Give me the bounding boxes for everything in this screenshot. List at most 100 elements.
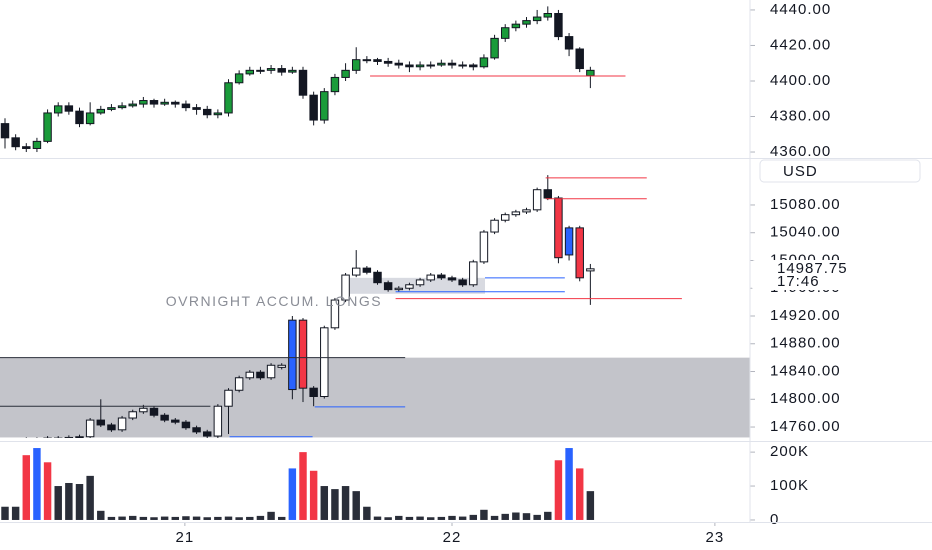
candle-body (213, 405, 223, 437)
candle-body (415, 279, 425, 286)
candle-body (234, 73, 244, 84)
y-tick-label: 100K (770, 477, 809, 494)
candle-body (490, 219, 499, 233)
last-price-box (752, 259, 920, 290)
candle-body (500, 214, 510, 221)
volume-bar (320, 486, 329, 520)
candle-body (96, 108, 106, 114)
volume-bar (352, 491, 360, 520)
candle-body (341, 69, 350, 78)
currency-label: USD (783, 163, 818, 180)
candle-body (394, 62, 404, 66)
volume-bar (416, 516, 424, 520)
y-tick-label: 200K (770, 443, 809, 460)
volume-bar (256, 515, 265, 520)
candle-body (447, 277, 457, 281)
y-tick-label: 15040.00 (770, 224, 841, 241)
candle-body (234, 377, 244, 391)
x-tick-label: 23 (706, 529, 725, 546)
candle-body (75, 110, 84, 125)
candle-body (458, 279, 467, 286)
candle-body (479, 231, 489, 263)
volume-bar (128, 515, 137, 520)
volume-bar (43, 462, 52, 520)
annotation: OVRNIGHT ACCUM. LONGS (166, 293, 382, 309)
volume-bar (448, 515, 456, 520)
volume-bar (384, 517, 392, 520)
candle-body (330, 76, 340, 93)
volume-bar (426, 517, 435, 520)
volume-bar (544, 511, 552, 520)
candle-body (490, 37, 499, 59)
volume-bar (203, 517, 211, 520)
candle-body (543, 12, 553, 18)
y-tick-label: 14800.00 (770, 390, 841, 407)
y-tick-label: 4420.00 (770, 36, 831, 53)
y-tick-label: 0 (770, 511, 779, 528)
candle-body (351, 267, 361, 276)
candle-body (575, 48, 584, 70)
pane: OVRNIGHT ACCUM. LONGS (0, 175, 750, 438)
volume-bar (192, 516, 201, 520)
candle-body (437, 274, 446, 279)
volume-bar (341, 486, 350, 520)
volume-bar (267, 511, 275, 520)
volume-bar (512, 512, 520, 520)
volume-bar (331, 489, 339, 520)
candle-body (288, 69, 297, 73)
volume-bar (277, 516, 286, 520)
volume-bar (182, 516, 190, 520)
y-tick-label: 14840.00 (770, 362, 841, 379)
currency-box (759, 159, 921, 183)
candle-body (320, 91, 329, 121)
volume-bar (469, 514, 478, 520)
volume-bar (11, 506, 20, 520)
volume-bar (224, 516, 233, 520)
volume-bar (139, 516, 148, 520)
candle-body (160, 101, 169, 105)
x-tick-label: 22 (443, 529, 462, 546)
volume-bar (309, 470, 318, 520)
candle-body (511, 211, 521, 216)
candle-body (117, 105, 127, 109)
volume-bar (246, 516, 254, 520)
volume-bar (65, 482, 73, 520)
candle-body (0, 123, 10, 139)
candle-body (479, 57, 489, 68)
y-tick-label: 14920.00 (770, 307, 841, 324)
candle-body (192, 107, 201, 110)
candle-body (564, 227, 574, 256)
candle-body (405, 64, 414, 68)
volume-bar (97, 510, 105, 520)
candle-body (32, 140, 42, 149)
volume-bar (395, 515, 403, 520)
candle-body (277, 68, 286, 73)
volume-bar (1, 506, 9, 520)
volume-bar (150, 517, 158, 520)
volume-bar (490, 515, 499, 520)
candle-body (96, 419, 106, 426)
candle-body (277, 364, 286, 368)
volume-bar (533, 514, 541, 520)
volume-bar (522, 513, 531, 520)
y-tick-label: 4440.00 (770, 1, 831, 18)
zone (349, 277, 485, 294)
candle-body (522, 20, 531, 25)
volume-bar (480, 509, 488, 520)
candle-body (128, 411, 137, 419)
y-tick-label: 14760.00 (770, 418, 841, 435)
pane (0, 6, 626, 153)
candle-body (160, 414, 169, 421)
volume-bar (501, 513, 509, 520)
candle-body (437, 62, 446, 66)
volume-bar (554, 460, 563, 520)
volume-bar (288, 468, 297, 520)
volume-bar (235, 517, 243, 520)
candle-body (139, 100, 148, 105)
y-tick-label: 4400.00 (770, 72, 831, 89)
candle-body (426, 274, 435, 281)
candle-body (53, 105, 63, 114)
candle-body (213, 112, 223, 116)
candle-body (394, 287, 404, 291)
